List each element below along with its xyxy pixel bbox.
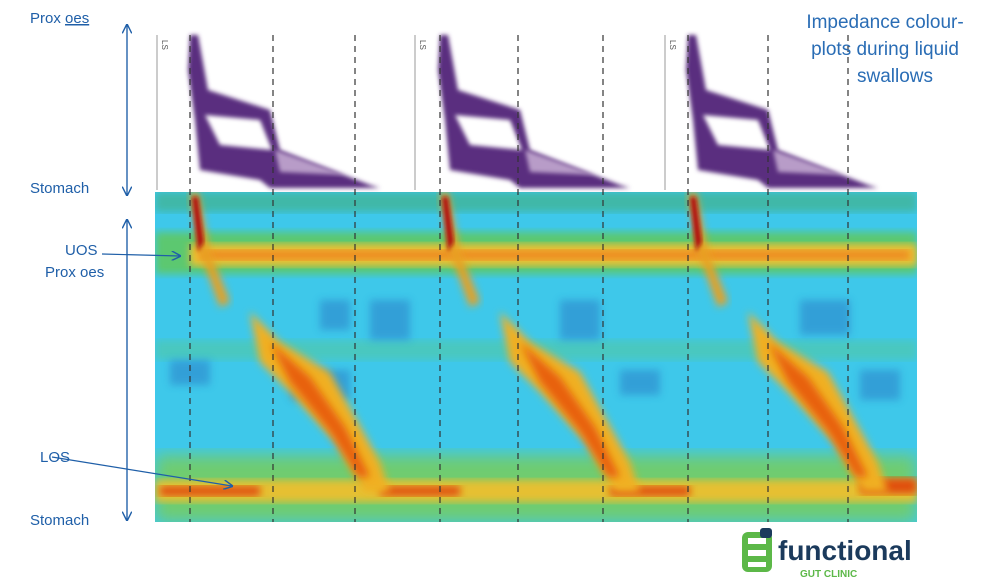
- title-line: swallows: [857, 66, 933, 87]
- logo-name: functional: [778, 535, 912, 566]
- label-prox: Prox: [30, 10, 61, 27]
- logo-tagline: GUT CLINIC: [800, 569, 857, 580]
- swallow-markers: LS LS LS: [160, 40, 677, 50]
- ls-marker: LS: [418, 40, 427, 50]
- label-uos: UOS: [65, 242, 98, 259]
- label-stomach: Stomach: [30, 512, 89, 529]
- label-stomach: Stomach: [30, 180, 89, 197]
- figure: LS LS LS Prox oes Stomach UOS Prox oes L…: [0, 0, 988, 583]
- title-line: Impedance colour-: [806, 12, 963, 33]
- label-prox-oes: Prox oes: [45, 264, 104, 281]
- ls-marker: LS: [668, 40, 677, 50]
- pressure-topography: [155, 192, 917, 522]
- label-prox-oes-top: Prox oes: [30, 10, 89, 27]
- title-line: plots during liquid: [811, 39, 959, 60]
- label-los: LOS: [40, 449, 70, 466]
- impedance-plots: [188, 35, 878, 188]
- label-oes: oes: [65, 10, 89, 27]
- ls-marker: LS: [160, 40, 169, 50]
- logo: functional GUT CLINIC: [742, 528, 912, 580]
